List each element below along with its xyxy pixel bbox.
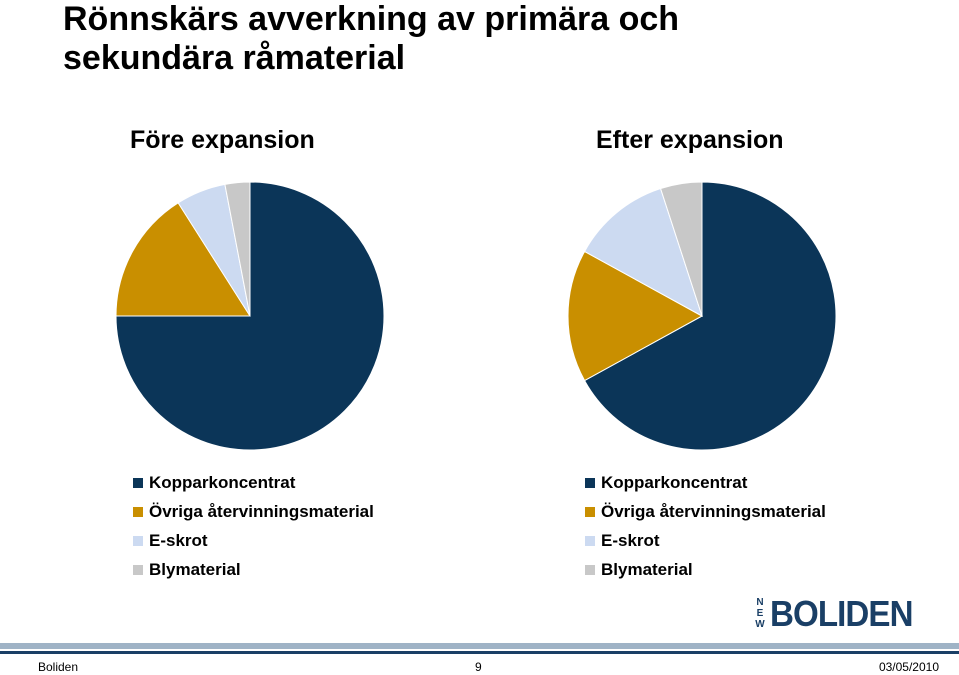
chart-title-after: Efter expansion [596, 126, 784, 154]
legend-swatch-kopparkoncentrat [585, 477, 595, 488]
legend-swatch-kopparkoncentrat [133, 477, 143, 488]
logo-wordmark: BOLIDEN [770, 593, 914, 634]
logo-new-letter: N [756, 597, 764, 608]
legend-label: E-skrot [601, 530, 660, 550]
legend-label: Kopparkoncentrat [149, 472, 296, 492]
pie-slice-bly [659, 181, 703, 317]
legend-item-eskrot: E-skrot [133, 526, 374, 555]
legend-swatch-eskrot [133, 535, 143, 546]
legend-after: Kopparkoncentrat Övriga återvinningsmate… [585, 468, 826, 584]
legend-item-ovriga: Övriga återvinningsmaterial [133, 497, 374, 526]
logo-new-letter: W [755, 619, 765, 630]
pie-slice-eskrot [583, 187, 703, 318]
pie-slice-kopparkoncentrat [583, 181, 837, 451]
legend-label: Blymaterial [601, 559, 693, 579]
legend-item-kopparkoncentrat: Kopparkoncentrat [133, 468, 374, 497]
footer-divider [0, 643, 959, 649]
legend-swatch-blymaterial [133, 564, 143, 575]
pie-chart-before [115, 181, 385, 451]
legend-swatch-ovriga [133, 506, 143, 517]
pie-slice-ovriga [567, 250, 704, 382]
pie-slice-bly [224, 181, 251, 317]
footer-bar: Boliden 9 03/05/2010 [0, 651, 959, 675]
slide-title: Rönnskärs avverkning av primära och seku… [63, 0, 679, 78]
legend-item-blymaterial: Blymaterial [133, 555, 374, 584]
legend-label: Kopparkoncentrat [601, 472, 748, 492]
legend-label: Övriga återvinningsmaterial [149, 501, 374, 521]
legend-before: Kopparkoncentrat Övriga återvinningsmate… [133, 468, 374, 584]
logo-new-letter: E [756, 608, 764, 619]
legend-label: Övriga återvinningsmaterial [601, 501, 826, 521]
footer-company: Boliden [38, 660, 79, 674]
legend-item-kopparkoncentrat: Kopparkoncentrat [585, 468, 826, 497]
legend-swatch-ovriga [585, 506, 595, 517]
legend-item-blymaterial: Blymaterial [585, 555, 826, 584]
footer-page-number: 9 [475, 660, 482, 674]
legend-item-eskrot: E-skrot [585, 526, 826, 555]
legend-label: E-skrot [149, 530, 208, 550]
slide-title-line-2: sekundära råmaterial [63, 39, 406, 77]
pie-slice-ovriga [115, 202, 251, 317]
logo-new-mark: N E W [754, 598, 766, 630]
boliden-logo: N E W BOLIDEN [754, 593, 934, 634]
footer-date: 03/05/2010 [878, 660, 939, 674]
legend-swatch-eskrot [585, 535, 595, 546]
legend-label: Blymaterial [149, 559, 241, 579]
chart-title-before: Före expansion [130, 126, 315, 154]
pie-chart-after [567, 181, 837, 451]
slide-title-line-1: Rönnskärs avverkning av primära och [63, 0, 680, 38]
legend-item-ovriga: Övriga återvinningsmaterial [585, 497, 826, 526]
legend-swatch-blymaterial [585, 564, 595, 575]
